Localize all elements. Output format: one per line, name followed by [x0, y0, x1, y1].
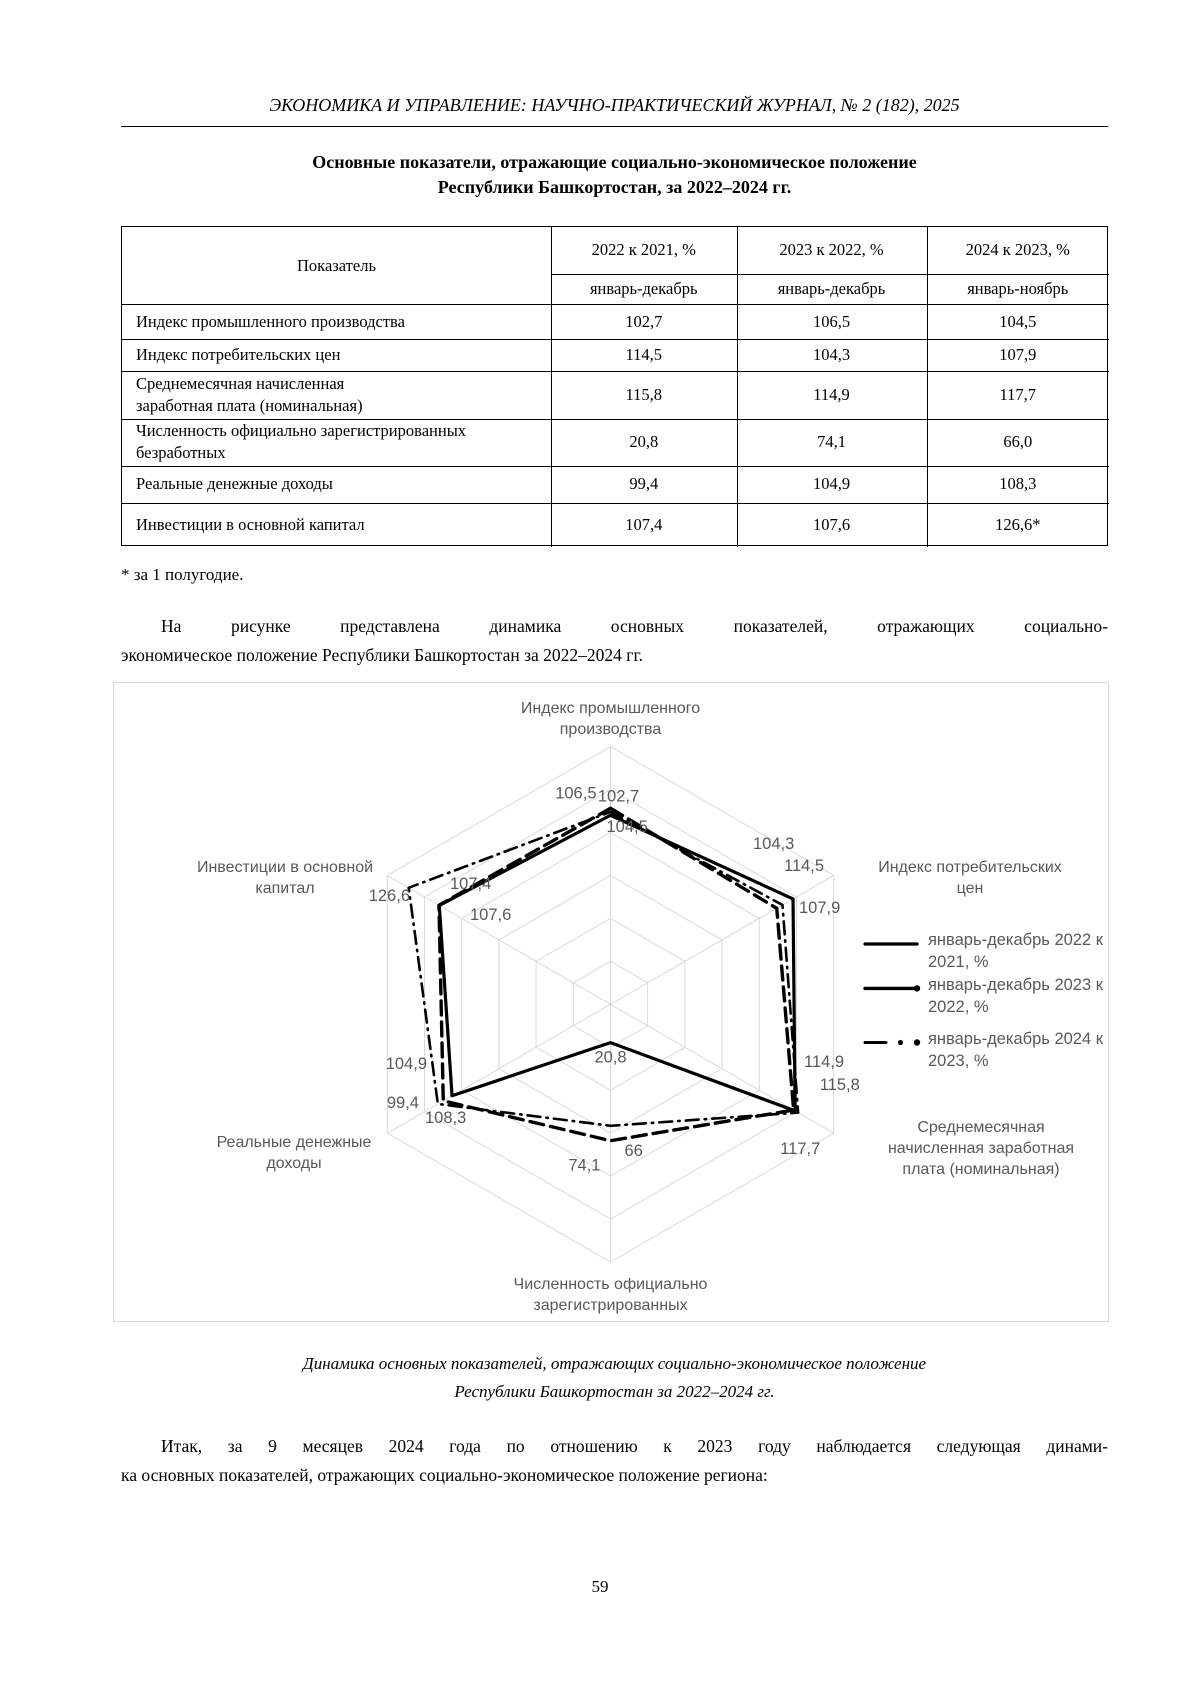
svg-text:99,4: 99,4 — [387, 1094, 419, 1112]
svg-text:115,8: 115,8 — [820, 1076, 860, 1094]
svg-text:102,7: 102,7 — [598, 787, 639, 805]
svg-text:114,5: 114,5 — [784, 857, 824, 875]
svg-text:104,5: 104,5 — [607, 818, 648, 836]
svg-text:114,9: 114,9 — [804, 1053, 844, 1071]
svg-text:104,3: 104,3 — [753, 835, 794, 853]
svg-text:74,1: 74,1 — [568, 1157, 600, 1175]
svg-text:104,9: 104,9 — [386, 1055, 427, 1073]
svg-text:66: 66 — [625, 1142, 643, 1160]
svg-text:117,7: 117,7 — [780, 1140, 820, 1158]
svg-text:107,6: 107,6 — [470, 906, 511, 924]
svg-text:20,8: 20,8 — [594, 1049, 626, 1067]
svg-text:107,9: 107,9 — [799, 899, 840, 917]
svg-text:108,3: 108,3 — [425, 1109, 466, 1127]
svg-text:107,4: 107,4 — [450, 875, 491, 893]
svg-text:106,5: 106,5 — [555, 784, 596, 802]
